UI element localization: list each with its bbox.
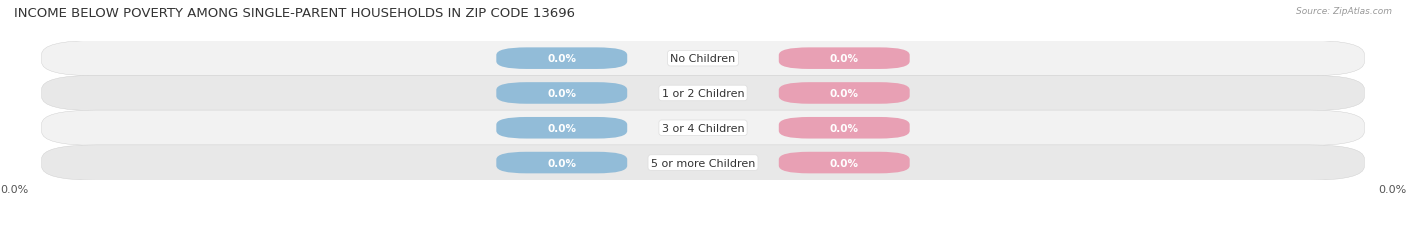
Text: 0.0%: 0.0%	[830, 88, 859, 99]
FancyBboxPatch shape	[42, 145, 1364, 180]
FancyBboxPatch shape	[42, 41, 1364, 76]
FancyBboxPatch shape	[496, 118, 627, 139]
Text: 0.0%: 0.0%	[830, 54, 859, 64]
FancyBboxPatch shape	[779, 48, 910, 70]
Text: 5 or more Children: 5 or more Children	[651, 158, 755, 168]
FancyBboxPatch shape	[496, 83, 627, 104]
FancyBboxPatch shape	[496, 152, 627, 174]
Text: 0.0%: 0.0%	[830, 123, 859, 133]
FancyBboxPatch shape	[42, 111, 1364, 146]
Text: 0.0%: 0.0%	[830, 158, 859, 168]
FancyBboxPatch shape	[779, 83, 910, 104]
Text: 0.0%: 0.0%	[547, 123, 576, 133]
Text: 0.0%: 0.0%	[547, 54, 576, 64]
FancyBboxPatch shape	[779, 152, 910, 174]
Text: 0.0%: 0.0%	[547, 88, 576, 99]
Text: No Children: No Children	[671, 54, 735, 64]
FancyBboxPatch shape	[496, 48, 627, 70]
Text: 0.0%: 0.0%	[547, 158, 576, 168]
Text: Source: ZipAtlas.com: Source: ZipAtlas.com	[1296, 7, 1392, 16]
FancyBboxPatch shape	[779, 118, 910, 139]
Text: 1 or 2 Children: 1 or 2 Children	[662, 88, 744, 99]
Text: 3 or 4 Children: 3 or 4 Children	[662, 123, 744, 133]
FancyBboxPatch shape	[42, 76, 1364, 111]
Text: INCOME BELOW POVERTY AMONG SINGLE-PARENT HOUSEHOLDS IN ZIP CODE 13696: INCOME BELOW POVERTY AMONG SINGLE-PARENT…	[14, 7, 575, 20]
